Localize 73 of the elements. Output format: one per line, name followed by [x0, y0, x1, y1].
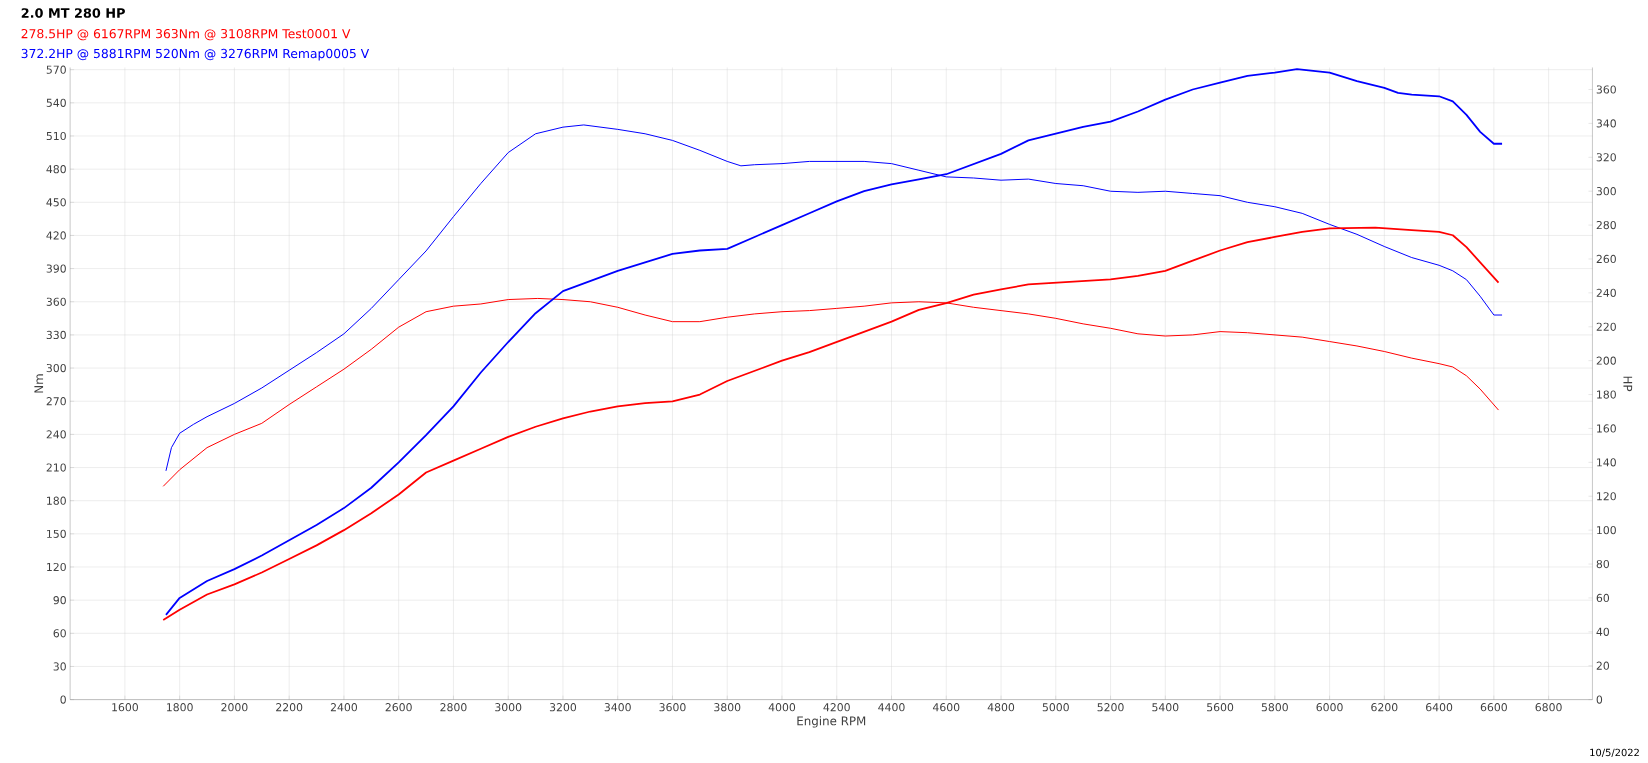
x-tick-label: 3600 [659, 703, 686, 712]
y-tick-label: 180 [47, 496, 66, 505]
y2-tick-label: 180 [1597, 390, 1616, 399]
y-tick-label: 150 [47, 529, 66, 538]
y-tick-label: 60 [53, 629, 66, 638]
y-tick-label: 480 [46, 164, 66, 174]
x-tick-label: 5600 [1207, 703, 1234, 712]
y-tick-label: 0 [60, 695, 66, 704]
x-tick-label: 1600 [112, 703, 138, 712]
x-tick-label: 3800 [714, 703, 741, 712]
x-tick-label: 5200 [1097, 703, 1124, 712]
y-tick-label: 540 [46, 98, 66, 107]
y2-tick-label: 80 [1596, 559, 1610, 569]
x-tick-label: 2400 [330, 703, 358, 712]
x-tick-label: 1800 [167, 703, 193, 712]
y-tick-label: 270 [46, 397, 66, 406]
x-tick-label: 4600 [932, 703, 960, 712]
y-tick-label: 360 [46, 297, 66, 306]
y-tick-label: 300 [46, 363, 66, 373]
y2-tick-label: 200 [1596, 356, 1616, 365]
y-tick-label: 450 [46, 198, 66, 207]
y2-tick-label: 360 [1596, 85, 1616, 94]
text: 10/5/2022 [1590, 748, 1639, 757]
y-tick-label: 90 [53, 595, 66, 605]
y2-tick-label: 160 [1597, 424, 1616, 433]
x-tick-label: 4200 [823, 703, 850, 712]
y2-tick-label: 260 [1596, 254, 1616, 264]
x-tick-label: 4000 [768, 703, 796, 712]
x-tick-label: 2800 [440, 703, 467, 712]
x-axis-title: Engine RPM [797, 716, 866, 728]
text: 278.5HP @ 6167RPM 363Nm @ 3108RPM Test0001 V [21, 28, 351, 41]
x-tick-label: 4800 [987, 703, 1015, 712]
x-tick-label: 5800 [1261, 703, 1288, 712]
y2-tick-label: 120 [1597, 492, 1616, 501]
y2-tick-label: 280 [1596, 220, 1616, 230]
y2-tick-label: 40 [1596, 627, 1610, 636]
y2-tick-label: 100 [1597, 525, 1616, 535]
y2-tick-label: 60 [1596, 593, 1610, 602]
y-axis-title: Nm [34, 374, 44, 393]
x-tick-label: 6600 [1480, 703, 1507, 712]
y2-tick-label: 320 [1596, 153, 1616, 162]
y-tick-label: 30 [53, 662, 66, 671]
chart-title: 2.0 MT 280 HP [21, 8, 125, 18]
y2-tick-label: 140 [1597, 458, 1616, 467]
y2-tick-label: 220 [1596, 322, 1616, 331]
x-tick-label: 6200 [1371, 703, 1398, 712]
x-tick-label: 6000 [1316, 703, 1343, 712]
y2-tick-label: 20 [1596, 661, 1610, 670]
y2-tick-label: 0 [1596, 695, 1603, 704]
x-tick-label: 2600 [385, 703, 412, 712]
x-tick-label: 2200 [276, 703, 303, 712]
y-tick-label: 510 [46, 131, 66, 141]
x-tick-label: 6800 [1535, 703, 1562, 712]
y-tick-label: 570 [46, 65, 66, 74]
y-tick-label: 420 [46, 231, 66, 240]
x-tick-label: 5000 [1042, 703, 1069, 712]
x-tick-label: 6400 [1426, 703, 1453, 712]
y-tick-label: 330 [46, 330, 66, 339]
x-tick-label: 2000 [221, 703, 248, 712]
x-tick-label: 3000 [495, 703, 522, 712]
x-tick-label: 3200 [549, 703, 577, 712]
y2-tick-label: 240 [1596, 288, 1616, 297]
y-tick-label: 120 [47, 562, 66, 572]
y-tick-label: 390 [46, 264, 66, 273]
y2-tick-label: 340 [1596, 119, 1616, 128]
y-tick-label: 240 [46, 430, 66, 439]
x-tick-label: 4400 [878, 703, 905, 712]
y2-axis-title: HP [1623, 376, 1633, 392]
y2-tick-label: 300 [1596, 187, 1616, 196]
text: 372.2HP @ 5881RPM 520Nm @ 3276RPM Remap0005 V [21, 48, 370, 61]
x-tick-label: 5400 [1152, 703, 1179, 712]
y-tick-label: 210 [46, 463, 66, 472]
x-tick-label: 3400 [604, 703, 631, 712]
